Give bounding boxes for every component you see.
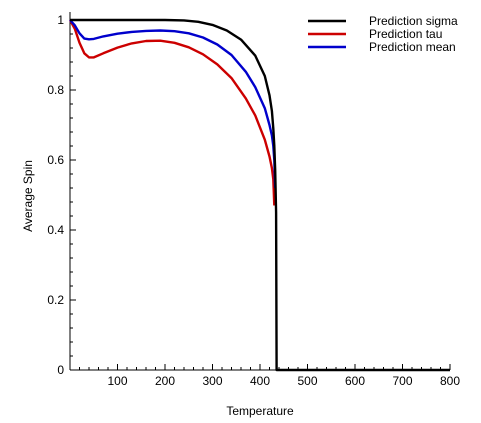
x-tick-label: 100 bbox=[107, 374, 127, 388]
x-tick-label: 700 bbox=[392, 374, 412, 388]
legend-label: Prediction mean bbox=[369, 40, 456, 54]
axes: 100 200 300 400 500 600 700 800 0 0.2 0.4 0.6 0.8 1 bbox=[47, 12, 460, 388]
series-line-prediction-tau bbox=[68, 19, 276, 206]
y-tick-label: 1 bbox=[57, 13, 64, 27]
y-tick-label: 0.6 bbox=[47, 153, 64, 167]
y-tick-label: 0 bbox=[57, 363, 64, 377]
x-tick-label: 800 bbox=[440, 374, 460, 388]
series-line-prediction-sigma bbox=[70, 18, 450, 372]
series-line-prediction-mean bbox=[69, 19, 277, 189]
x-tick-label: 600 bbox=[345, 374, 365, 388]
y-tick-label: 0.2 bbox=[47, 293, 64, 307]
x-tick-label: 200 bbox=[155, 374, 175, 388]
legend-label: Prediction tau bbox=[369, 27, 442, 41]
x-tick-label: 500 bbox=[297, 374, 317, 388]
y-tick-label: 0.8 bbox=[47, 83, 64, 97]
y-tick-label: 0.4 bbox=[47, 223, 64, 237]
legend-label: Prediction sigma bbox=[369, 14, 458, 28]
x-tick-label: 300 bbox=[202, 374, 222, 388]
y-axis-title: Average Spin bbox=[21, 160, 35, 232]
x-tick-label: 400 bbox=[250, 374, 270, 388]
series-group bbox=[68, 18, 450, 372]
x-axis-title: Temperature bbox=[226, 404, 294, 418]
